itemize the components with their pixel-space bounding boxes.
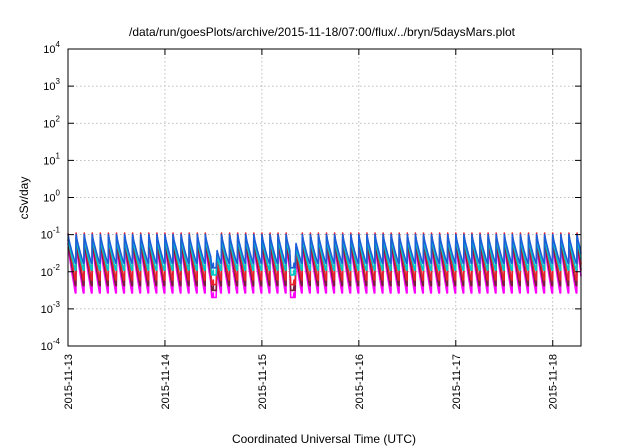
y-tick-label: 100 [43, 189, 60, 205]
series-line-4 [67, 236, 582, 276]
y-tick-label: 10-2 [41, 263, 61, 279]
chart-title: /data/run/goesPlots/archive/2015-11-18/0… [129, 25, 516, 39]
x-tick-labels: 2015-11-13 2015-11-14 2015-11-15 2015-11-16… [63, 354, 560, 409]
series-group [67, 232, 582, 299]
x-tick-label: 2015-11-16 [354, 354, 366, 409]
ticks [67, 48, 581, 347]
y-tick-label: 10-1 [41, 226, 61, 242]
y-tick-label: 104 [43, 40, 60, 56]
x-tick-label: 2015-11-13 [63, 354, 75, 409]
y-axis-label: cSv/day [17, 177, 31, 220]
y-tick-label: 102 [43, 114, 60, 130]
x-tick-label: 2015-11-15 [257, 354, 269, 409]
grid [68, 49, 581, 346]
x-tick-label: 2015-11-18 [548, 354, 560, 409]
series-line-3 [67, 232, 582, 286]
y-tick-label: 10-3 [41, 300, 61, 316]
x-tick-label: 2015-11-17 [451, 354, 463, 409]
x-tick-label: 2015-11-14 [160, 354, 172, 409]
y-tick-label: 101 [43, 151, 60, 167]
y-tick-label: 10-4 [41, 337, 61, 353]
series-line-5 [67, 233, 582, 269]
y-tick-label: 103 [43, 77, 60, 93]
x-axis-label: Coordinated Universal Time (UTC) [232, 432, 416, 446]
y-tick-labels: 104 103 102 101 100 10-1 10-2 10-3 10-4 [41, 40, 61, 353]
